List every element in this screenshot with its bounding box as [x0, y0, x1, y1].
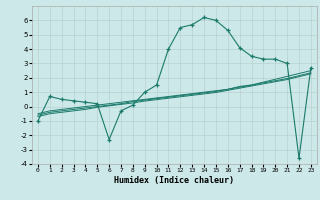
X-axis label: Humidex (Indice chaleur): Humidex (Indice chaleur) — [115, 176, 234, 185]
